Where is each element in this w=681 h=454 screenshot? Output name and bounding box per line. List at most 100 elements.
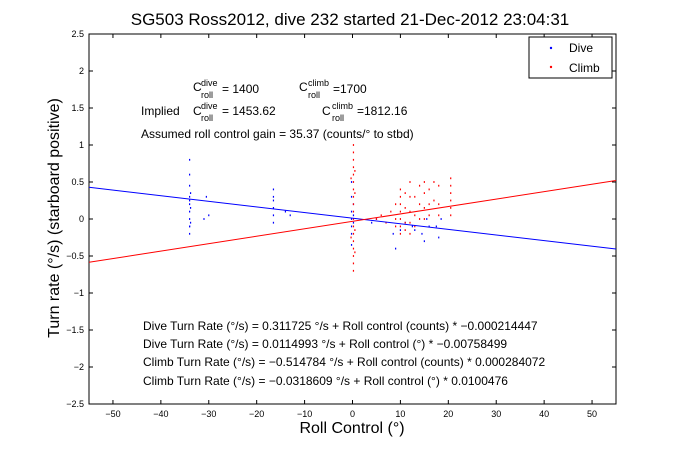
c-dive-sup: dive <box>201 78 218 88</box>
climb-point <box>409 195 411 198</box>
annotation-c-climb: C climb roll =1700 <box>299 78 367 100</box>
dive-point <box>272 188 275 191</box>
climb-point <box>450 184 452 187</box>
climb-point <box>423 181 425 183</box>
x-tick-label: −40 <box>153 409 168 419</box>
dive-point <box>189 207 192 209</box>
y-tick-label: −2 <box>74 362 84 372</box>
climb-point <box>380 214 382 217</box>
climb-point <box>438 184 440 187</box>
fit-lines <box>88 179 617 263</box>
y-tick-label: 2.5 <box>71 29 84 39</box>
implied-dive-value: = 1453.62 <box>222 104 276 118</box>
dive-point <box>411 225 413 228</box>
climb-point <box>450 177 452 180</box>
dive-point <box>189 173 191 176</box>
dive-point <box>189 210 191 213</box>
dive-point <box>189 225 191 228</box>
implied-prefix: Implied <box>141 104 180 118</box>
c-dive-value: = 1400 <box>222 82 259 96</box>
dive-point <box>189 195 191 198</box>
chart-title: SG503 Ross2012, dive 232 started 21-Dec-… <box>131 10 570 29</box>
dive-point <box>395 247 397 250</box>
y-tick-label: −2.5 <box>66 399 84 409</box>
dive-point <box>189 199 191 202</box>
implied-dive-sub: roll <box>201 113 213 123</box>
climb-point <box>450 199 452 202</box>
climb-point <box>399 218 402 220</box>
dive-point <box>350 225 353 228</box>
climb-point <box>352 195 355 198</box>
climb-point <box>352 144 355 146</box>
dive-point <box>414 229 416 231</box>
dive-point <box>272 195 275 198</box>
legend-marker-climb <box>549 65 553 69</box>
climb-point <box>450 214 452 217</box>
c-dive-main: C <box>193 80 202 94</box>
c-climb-sup: climb <box>308 78 329 88</box>
climb-point <box>433 199 435 202</box>
climb-point <box>450 192 452 194</box>
climb-point <box>418 218 421 220</box>
climb-point <box>423 192 425 194</box>
legend-marker-dive <box>549 46 553 50</box>
dive-point <box>272 214 275 217</box>
y-tick-label: 0.5 <box>71 177 84 187</box>
data-points <box>189 144 452 272</box>
climb-point <box>409 221 411 224</box>
dive-point <box>421 232 423 235</box>
dive-point <box>272 199 275 202</box>
dive-point <box>352 214 355 217</box>
climb-point <box>409 232 411 235</box>
x-tick-label: −50 <box>105 409 120 419</box>
x-tick-label: 40 <box>539 409 549 419</box>
c-climb-value: =1700 <box>333 82 367 96</box>
climb-point <box>404 221 406 224</box>
climb-point <box>352 269 355 272</box>
axes-box <box>88 33 617 405</box>
climb-point <box>385 221 387 224</box>
climb-point <box>409 210 411 213</box>
climb-point <box>395 225 397 228</box>
climb-point <box>450 207 452 209</box>
implied-climb-sub: roll <box>332 113 344 123</box>
climb-point <box>399 195 402 198</box>
implied-climb-sup: climb <box>332 101 353 111</box>
x-tick-label: 10 <box>395 409 405 419</box>
c-dive-sub: roll <box>201 90 213 100</box>
dive-point <box>189 203 191 206</box>
climb-point <box>352 173 355 176</box>
dive-point <box>189 192 192 194</box>
climb-point <box>352 225 355 228</box>
dive-point <box>350 232 353 235</box>
climb-point <box>350 236 352 239</box>
climb-point <box>352 210 355 213</box>
annotation-gain: Assumed roll control gain = 35.37 (count… <box>141 127 414 141</box>
climb-point <box>428 203 430 206</box>
climb-point <box>438 214 440 217</box>
climb-point <box>399 203 402 206</box>
climb-point <box>352 203 355 206</box>
climb-point <box>395 203 397 206</box>
dive-point <box>189 218 191 220</box>
c-climb-main: C <box>299 80 308 94</box>
dive-point <box>350 195 353 198</box>
climb-point <box>399 225 402 228</box>
climb-fit-line <box>88 179 617 263</box>
x-axis-ticks: −50 −40 −30 −20 −10 0 10 20 30 40 50 <box>105 34 597 419</box>
x-axis-label: Roll Control (°) <box>299 420 404 437</box>
climb-point <box>395 218 397 220</box>
climb-point <box>352 181 355 183</box>
climb-point <box>404 207 406 209</box>
dive-point <box>392 232 394 235</box>
climb-point <box>352 247 355 250</box>
implied-dive-main: C <box>193 104 202 118</box>
x-tick-label: 30 <box>491 409 501 419</box>
dive-point <box>189 232 191 235</box>
y-tick-label: −1 <box>74 288 84 298</box>
dive-point <box>371 221 373 224</box>
fit-dive-counts: Dive Turn Rate (°/s) = 0.311725 °/s + Ro… <box>143 319 538 333</box>
implied-climb-value: =1812.16 <box>357 104 408 118</box>
dive-point <box>435 225 437 228</box>
